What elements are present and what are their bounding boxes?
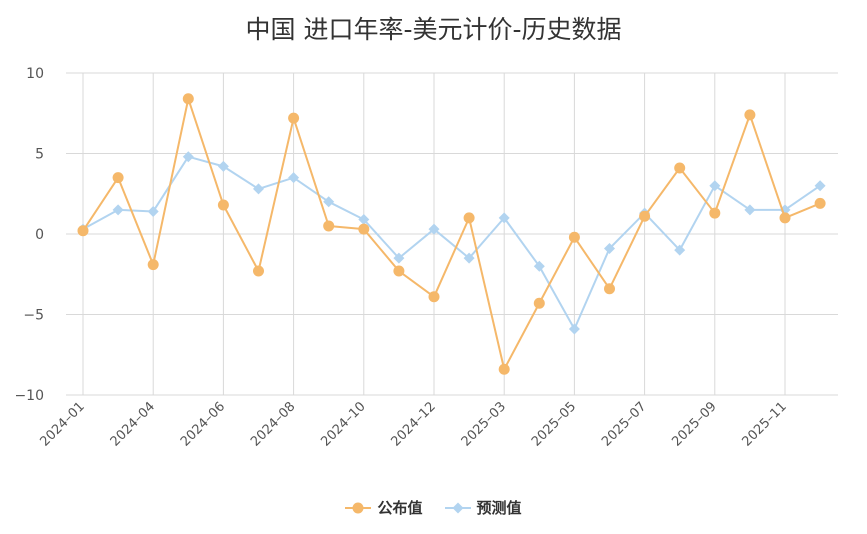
x-tick-label: 2025–07 [599, 399, 649, 449]
data-point [182, 93, 194, 105]
data-point [253, 265, 264, 277]
grid-lines [66, 72, 838, 396]
data-point [498, 212, 510, 224]
x-tick-label: 2025–11 [740, 399, 790, 449]
series-published [77, 93, 826, 375]
data-point [217, 199, 229, 211]
legend-label-published: 公布值 [377, 499, 423, 517]
data-point [779, 212, 791, 224]
data-point [428, 223, 440, 235]
data-point [498, 363, 510, 375]
series-forecast [77, 151, 826, 335]
data-point [112, 172, 124, 184]
legend-item-forecast[interactable]: 预测值 [444, 497, 522, 518]
data-point [323, 220, 335, 232]
series-lines [77, 93, 826, 375]
data-point [463, 252, 475, 264]
data-point [674, 162, 686, 174]
data-point [393, 265, 405, 277]
data-point [744, 204, 756, 216]
data-point [253, 183, 264, 195]
chart-title: 中国 进口年率-美元计价-历史数据 [245, 15, 622, 44]
legend-item-published[interactable]: 公布值 [345, 497, 423, 518]
legend-circle-marker-icon [345, 502, 372, 513]
legend-label-forecast: 预测值 [476, 499, 522, 517]
data-point [463, 212, 475, 224]
data-point [182, 151, 194, 163]
x-tick-label: 2024–04 [108, 399, 158, 449]
data-point [393, 252, 405, 264]
data-point [323, 196, 335, 208]
series-line [82, 97, 821, 371]
data-point [358, 223, 370, 235]
x-tick-label: 2024–12 [389, 399, 439, 449]
y-tick-label: 0 [35, 227, 44, 243]
data-point [288, 172, 300, 184]
data-point [674, 244, 686, 256]
y-tick-label: 5 [35, 147, 44, 163]
data-point [428, 291, 440, 303]
x-tick-label: 2024–06 [178, 399, 228, 449]
data-point [709, 180, 721, 192]
x-tick-label: 2024–01 [38, 399, 88, 449]
data-point [358, 214, 370, 226]
data-point [147, 205, 159, 217]
data-point [147, 259, 159, 271]
series-line [82, 155, 821, 330]
data-point [533, 260, 545, 272]
data-point [709, 207, 721, 219]
x-tick-label: 2025–05 [529, 399, 579, 449]
data-point [604, 283, 615, 295]
data-point [814, 180, 826, 192]
data-point [568, 231, 580, 243]
y-tick-label: −5 [23, 308, 44, 324]
legend: 公布值 预测值 [0, 497, 867, 518]
x-tick-label: 2025–09 [669, 399, 719, 449]
data-point [112, 204, 124, 216]
x-tick-label: 2024–08 [248, 399, 298, 449]
data-point [568, 323, 580, 335]
legend-diamond-marker-icon [444, 502, 471, 513]
x-tick-label: 2024–10 [318, 399, 368, 449]
y-tick-label: −10 [14, 388, 44, 404]
data-point [814, 197, 826, 209]
data-point [639, 210, 651, 222]
y-tick-label: 10 [26, 66, 44, 82]
x-tick-label: 2025–03 [459, 399, 509, 449]
data-point [77, 225, 89, 237]
data-point [217, 160, 229, 172]
data-point [744, 109, 756, 121]
data-point [533, 297, 545, 309]
data-point [604, 242, 615, 254]
data-point [288, 112, 300, 124]
